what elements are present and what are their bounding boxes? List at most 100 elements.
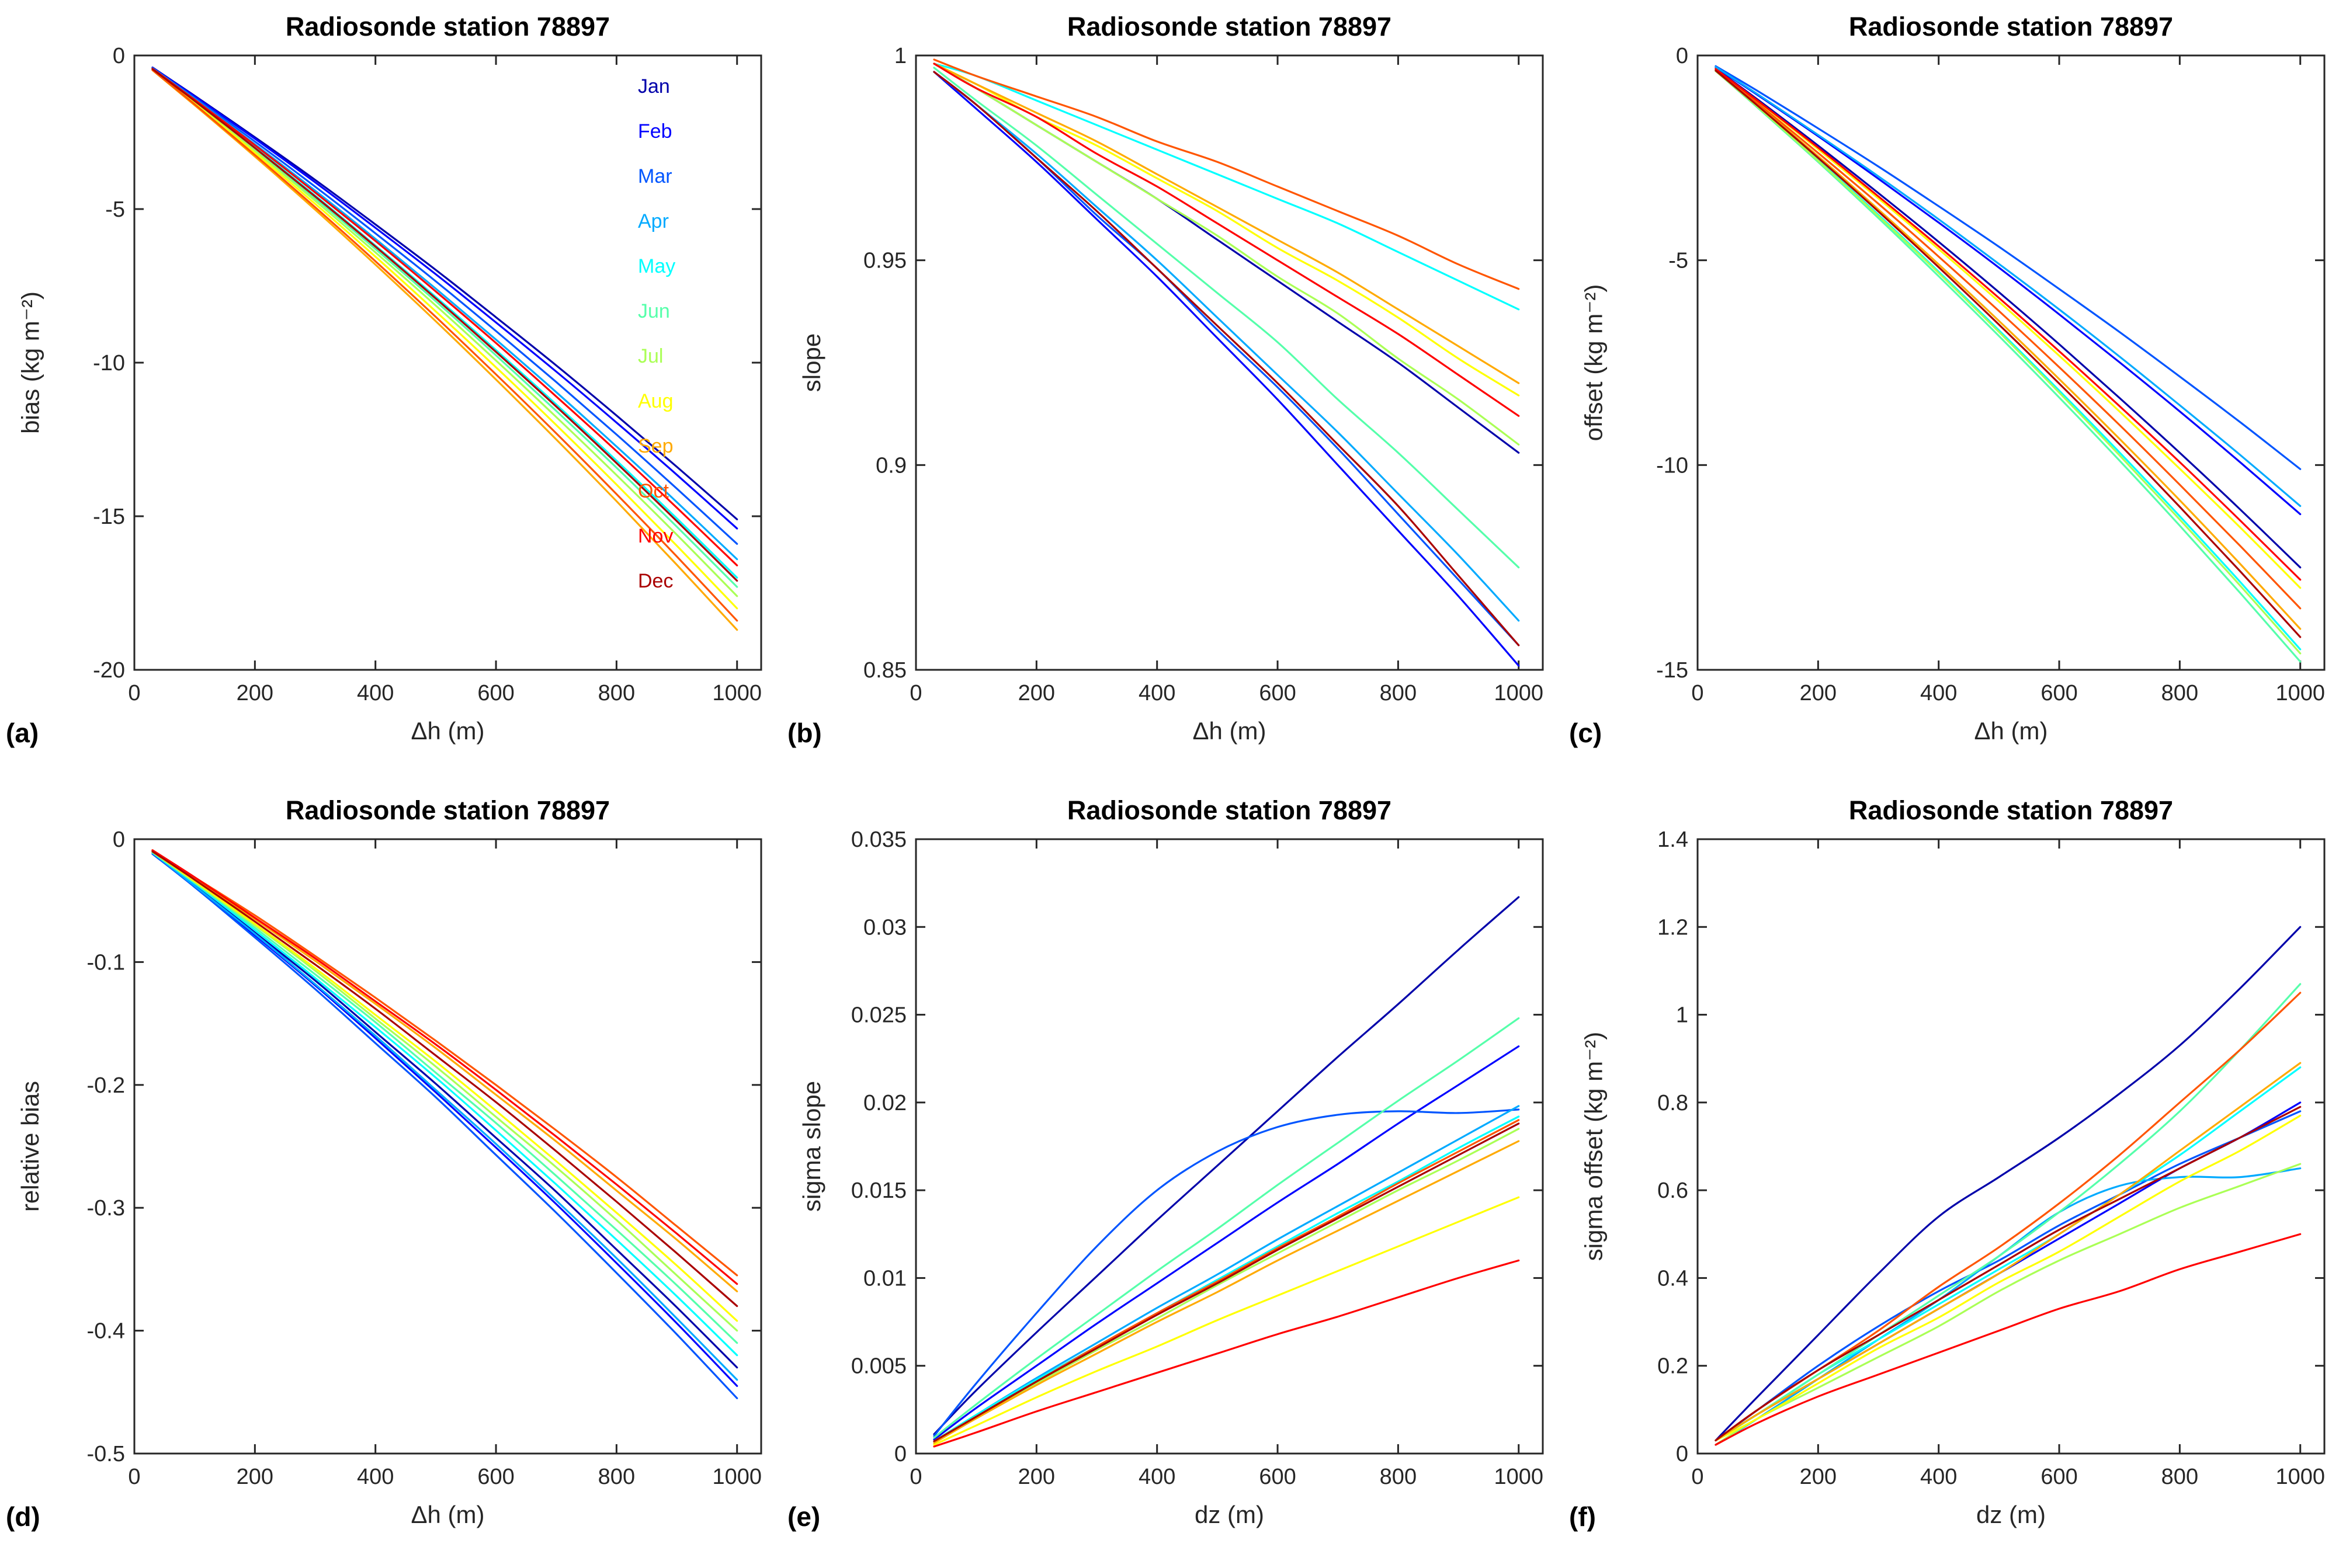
panel-f-letter: (f) [1569, 1501, 1596, 1532]
axes-box [133, 838, 762, 1455]
plot-area-d: 0 200 400 600 800 1000 0 -0.1 -0.2 -0.3 -0.4 -0.5 [87, 828, 762, 1489]
y-tick-label: -15 [1656, 658, 1688, 683]
panel-a-x-axis-label: Δh (m) [411, 717, 485, 745]
panel-f-y-axis-label: sigma offset (kg m⁻²) [1580, 1031, 1608, 1261]
series-oct [151, 849, 738, 1277]
panel-e-title: Radiosonde station 78897 [1067, 795, 1392, 825]
legend-item-apr: Apr [638, 210, 669, 232]
y-tick-label: 0.01 [863, 1266, 907, 1291]
panel-b-title: Radiosonde station 78897 [1067, 12, 1392, 41]
series-nov [151, 849, 738, 1285]
series-jun [1715, 70, 2302, 663]
series-jun [1715, 983, 2302, 1442]
series-jan [933, 896, 1520, 1435]
y-tick-label: -0.5 [87, 1442, 125, 1466]
panel-c: 0 200 400 600 800 1000 0 -5 -10 -15 Radiosonde st… [1563, 0, 2345, 784]
panel-e-x-axis-label: dz (m) [1195, 1501, 1264, 1528]
legend-item-aug: Aug [638, 390, 674, 412]
series-jan [151, 66, 738, 520]
x-tick-label: 800 [2161, 681, 2198, 705]
y-tick-label: 1.4 [1657, 828, 1688, 852]
series-feb [933, 71, 1520, 667]
series-mar [1715, 1110, 2302, 1442]
panel-a-letter: (a) [6, 718, 39, 748]
series-jul [933, 62, 1520, 446]
legend-item-dec: Dec [638, 570, 674, 592]
y-tick-label: 0.03 [863, 915, 907, 940]
y-tick-label: 0 [1676, 44, 1688, 68]
series-jul [151, 68, 738, 597]
legend-item-jan: Jan [638, 75, 670, 98]
y-tick-label: 1 [1676, 1003, 1688, 1028]
plot-area-b: 0 200 400 600 800 1000 1 0.95 0.9 0.85 [863, 44, 1544, 705]
y-tick-label: 1 [894, 44, 907, 68]
series-aug [1715, 1114, 2302, 1442]
series-sep [151, 849, 738, 1292]
y-tick-label: -5 [1668, 249, 1688, 273]
x-tick-label: 400 [1139, 1465, 1175, 1489]
series-mar [933, 1108, 1520, 1437]
y-tick-label: 0.025 [851, 1003, 907, 1028]
series-mar [151, 853, 738, 1399]
x-tick-label: 1000 [712, 1465, 762, 1489]
panel-f: 0 200 400 600 800 1000 0 0.2 0.4 0.6 0.8 1 1.2 1.4 Ra… [1563, 784, 2345, 1567]
series-sep [933, 62, 1520, 384]
panel-d-letter: (d) [6, 1501, 40, 1532]
legend-item-oct: Oct [638, 480, 669, 502]
y-tick-label: -5 [105, 197, 125, 222]
axes-box [1696, 54, 2326, 671]
legend-item-may: May [638, 255, 676, 277]
x-tick-label: 0 [1691, 1465, 1703, 1489]
y-tick-label: 0.4 [1657, 1266, 1688, 1291]
series-aug [933, 1196, 1520, 1446]
panel-f-title: Radiosonde station 78897 [1848, 795, 2174, 825]
series-jul [933, 1128, 1520, 1442]
plot-area-e: 0 200 400 600 800 1000 0 0.005 0.01 0.015 0.02 0.02… [851, 828, 1544, 1489]
y-tick-label: -20 [93, 658, 125, 683]
panel-e-letter: (e) [787, 1501, 821, 1532]
x-tick-label: 800 [598, 681, 635, 705]
y-tick-label: 0 [894, 1442, 907, 1466]
panel-a: 0 200 400 600 800 1000 0 -5 -10 -15 -20 Radiosonde… [0, 0, 782, 784]
x-tick-label: 800 [2161, 1465, 2198, 1489]
axes-box [1696, 838, 2326, 1455]
plot-area-c: 0 200 400 600 800 1000 0 -5 -10 -15 [1656, 44, 2326, 705]
series-dec [151, 850, 738, 1308]
panel-f-x-axis-label: dz (m) [1976, 1501, 2046, 1528]
legend: Jan Feb Mar Apr May Jun Jul Aug Sep Oct Nov Dec [638, 64, 675, 604]
series-may [933, 1115, 1520, 1442]
series-oct [933, 58, 1520, 290]
y-tick-label: 0.9 [876, 453, 907, 478]
series-dec [1715, 1105, 2302, 1442]
series-dec [933, 1122, 1520, 1442]
y-tick-label: -0.4 [87, 1319, 125, 1344]
y-tick-label: -0.1 [87, 950, 125, 975]
x-tick-label: 600 [477, 681, 514, 705]
x-tick-label: 0 [910, 1465, 922, 1489]
x-tick-label: 200 [1800, 1465, 1837, 1489]
series-oct [151, 69, 738, 622]
panel-d-y-axis-label: relative bias [16, 1080, 44, 1212]
x-tick-label: 600 [1259, 1465, 1296, 1489]
panel-c-y-axis-label: offset (kg m⁻²) [1580, 284, 1608, 441]
x-tick-label: 400 [1920, 681, 1957, 705]
x-tick-label: 200 [1018, 681, 1055, 705]
y-tick-label: 0 [1676, 1442, 1688, 1466]
panel-d: 0 200 400 600 800 1000 0 -0.1 -0.2 -0.3 -0.4 -0.5 R… [0, 784, 782, 1567]
y-tick-label: -10 [93, 351, 125, 376]
series-aug [151, 850, 738, 1322]
series-jul [1715, 70, 2302, 655]
y-tick-label: 0.02 [863, 1091, 907, 1115]
series-apr [933, 1105, 1520, 1442]
x-tick-label: 800 [1380, 1465, 1417, 1489]
x-tick-label: 1000 [2275, 681, 2325, 705]
x-tick-label: 0 [128, 681, 140, 705]
series-oct [1715, 68, 2302, 610]
y-tick-label: 0.2 [1657, 1354, 1688, 1379]
series-aug [151, 68, 738, 610]
x-tick-label: 400 [357, 681, 394, 705]
series-nov [1715, 68, 2302, 581]
series-nov [933, 1259, 1520, 1448]
y-tick-label: 0 [113, 44, 125, 68]
